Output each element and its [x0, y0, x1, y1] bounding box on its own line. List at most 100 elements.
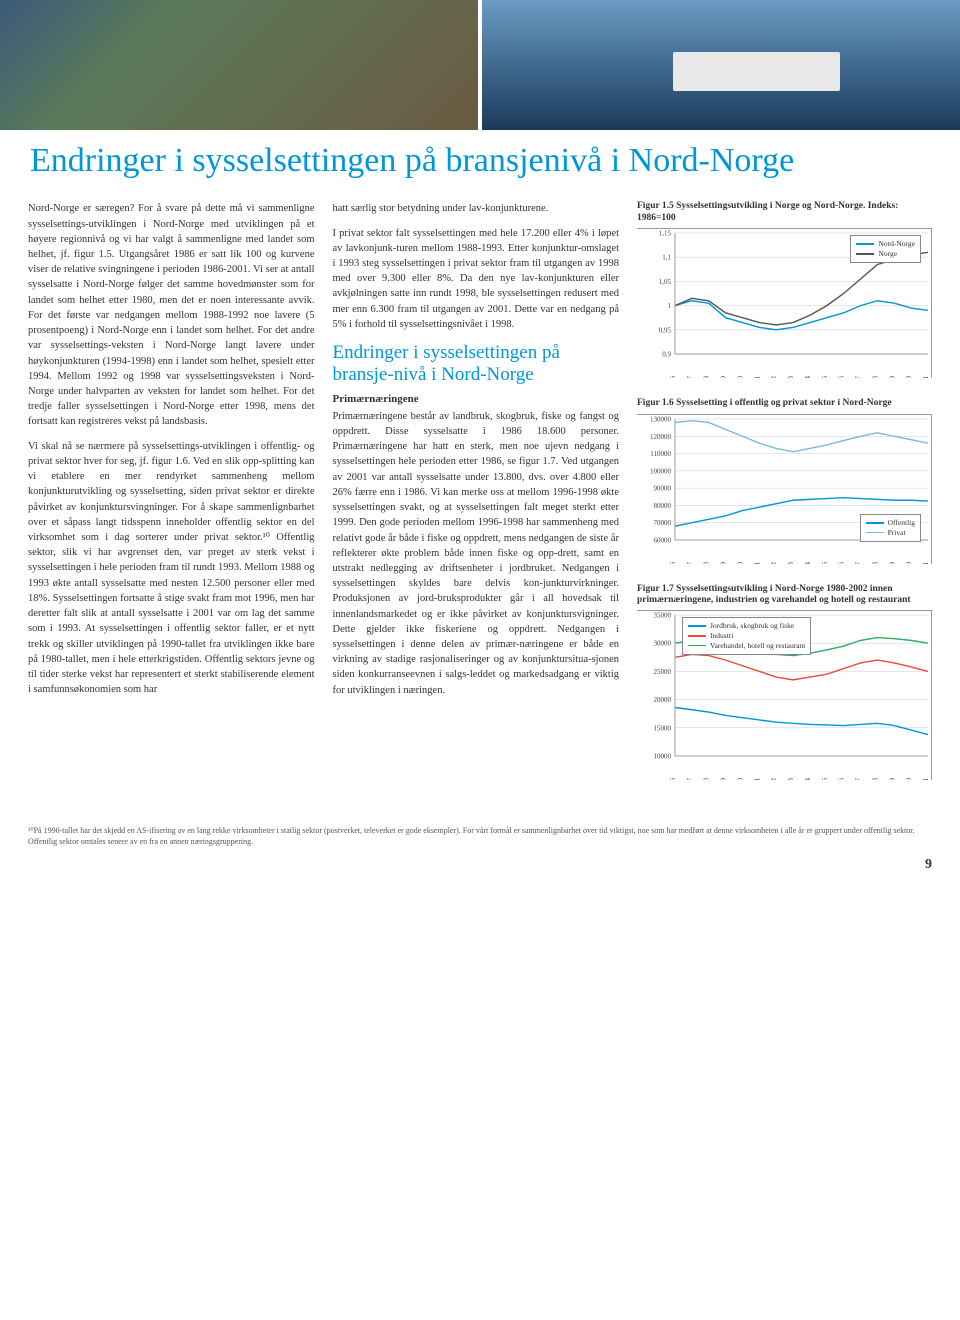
chart-2-block: Figur 1.6 Sysselsetting i offentlig og p… [637, 398, 932, 563]
svg-text:1997: 1997 [855, 561, 863, 564]
svg-text:1986: 1986 [669, 778, 677, 781]
svg-text:1987: 1987 [686, 376, 694, 379]
svg-text:1987: 1987 [686, 778, 694, 781]
svg-text:1993: 1993 [787, 376, 795, 379]
chart-3-block: Figur 1.7 Sysselsettingsutvikling i Nord… [637, 584, 932, 781]
chart-1-title: Figur 1.5 Sysselsettingsutvikling i Norg… [637, 201, 932, 224]
legend-item: Offentlig [866, 518, 915, 528]
svg-text:1994: 1994 [804, 376, 812, 379]
hero-images [0, 0, 960, 130]
svg-text:1,05: 1,05 [659, 278, 672, 286]
chart-3-title: Figur 1.7 Sysselsettingsutvikling i Nord… [637, 584, 932, 607]
col2-para3: Primærnæringene består av landbruk, skog… [333, 409, 620, 698]
svg-text:1993: 1993 [787, 561, 795, 564]
svg-text:80000: 80000 [654, 501, 672, 509]
svg-text:100000: 100000 [650, 467, 672, 475]
hero-image-ship [482, 0, 960, 130]
svg-text:2001: 2001 [922, 561, 930, 564]
legend-item: Norge [856, 249, 915, 259]
svg-text:1993: 1993 [787, 778, 795, 781]
page-title: Endringer i sysselsettingen på bransjeni… [30, 142, 930, 179]
svg-text:1986: 1986 [669, 561, 677, 564]
svg-text:1994: 1994 [804, 561, 812, 564]
svg-text:1987: 1987 [686, 561, 694, 564]
svg-text:1992: 1992 [770, 778, 778, 781]
column-2: hatt særlig stor betydning under lav-kon… [333, 201, 620, 800]
svg-text:1995: 1995 [821, 561, 829, 564]
svg-text:110000: 110000 [650, 450, 671, 458]
svg-text:0,95: 0,95 [659, 326, 672, 334]
footnote: ¹⁰På 1990-tallet har det skjedd en AS-if… [0, 820, 960, 857]
column-3-charts: Figur 1.5 Sysselsettingsutvikling i Norg… [637, 201, 932, 800]
svg-text:1994: 1994 [804, 778, 812, 781]
svg-text:2000: 2000 [905, 778, 913, 781]
svg-text:70000: 70000 [654, 519, 672, 527]
svg-text:1999: 1999 [888, 778, 896, 781]
svg-text:1991: 1991 [753, 376, 761, 379]
legend-item: Jordbruk, skogbruk og fiske [688, 621, 805, 631]
svg-text:1996: 1996 [838, 561, 846, 564]
col2-para2: I privat sektor falt sysselsettingen med… [333, 226, 620, 333]
svg-text:1986: 1986 [669, 376, 677, 379]
svg-text:1988: 1988 [703, 376, 711, 379]
svg-text:1990: 1990 [736, 376, 744, 379]
svg-text:2001: 2001 [922, 778, 930, 781]
chart-1-block: Figur 1.5 Sysselsettingsutvikling i Norg… [637, 201, 932, 378]
svg-text:90000: 90000 [654, 484, 672, 492]
svg-text:1999: 1999 [888, 376, 896, 379]
svg-text:1,15: 1,15 [659, 230, 672, 238]
section-subhead: Endringer i sysselsettingen på bransje-n… [333, 342, 620, 386]
svg-text:1988: 1988 [703, 561, 711, 564]
svg-text:1988: 1988 [703, 778, 711, 781]
svg-text:25000: 25000 [654, 668, 672, 676]
svg-text:60000: 60000 [654, 536, 672, 544]
legend-item: Nord-Norge [856, 239, 915, 249]
svg-text:10000: 10000 [654, 753, 672, 761]
svg-text:20000: 20000 [654, 696, 672, 704]
hero-image-logs [0, 0, 478, 130]
chart-2: 60000 70000 80000 90000 100000 110000 120000 13… [637, 414, 932, 564]
svg-text:1990: 1990 [736, 778, 744, 781]
svg-text:1989: 1989 [720, 561, 728, 564]
legend-item: Varehandel, hotell og restaurant [688, 641, 805, 651]
svg-text:15000: 15000 [654, 725, 672, 733]
svg-text:1998: 1998 [871, 561, 879, 564]
svg-text:1998: 1998 [871, 778, 879, 781]
col1-para2: Vi skal nå se nærmere på sysselsettings-… [28, 439, 315, 698]
svg-text:1996: 1996 [838, 376, 846, 379]
chart-3-legend: Jordbruk, skogbruk og fiskeIndustriVareh… [682, 617, 811, 654]
chart-1-legend: Nord-NorgeNorge [850, 235, 921, 263]
paragraph-head: Primærnæringene [333, 392, 620, 408]
svg-text:1995: 1995 [821, 376, 829, 379]
svg-text:1989: 1989 [720, 376, 728, 379]
chart-2-title: Figur 1.6 Sysselsetting i offentlig og p… [637, 398, 932, 409]
title-block: Endringer i sysselsettingen på bransjeni… [0, 130, 960, 201]
svg-text:1995: 1995 [821, 778, 829, 781]
svg-text:1991: 1991 [753, 778, 761, 781]
svg-text:1: 1 [668, 302, 672, 310]
svg-text:2000: 2000 [905, 561, 913, 564]
svg-text:1997: 1997 [855, 778, 863, 781]
svg-text:2000: 2000 [905, 376, 913, 379]
content-columns: Nord-Norge er særegen? For å svare på de… [0, 201, 960, 820]
svg-text:1990: 1990 [736, 561, 744, 564]
svg-text:1992: 1992 [770, 561, 778, 564]
column-1: Nord-Norge er særegen? For å svare på de… [28, 201, 315, 800]
svg-text:1999: 1999 [888, 561, 896, 564]
svg-text:1998: 1998 [871, 376, 879, 379]
svg-text:1,1: 1,1 [662, 254, 671, 262]
svg-text:1997: 1997 [855, 376, 863, 379]
page-number: 9 [0, 857, 960, 885]
chart-3: 10000 15000 20000 25000 30000 35000 1986 1987 19… [637, 610, 932, 780]
svg-text:35000: 35000 [654, 612, 672, 620]
svg-text:1989: 1989 [720, 778, 728, 781]
col2-para1: hatt særlig stor betydning under lav-kon… [333, 201, 620, 216]
chart-2-legend: OffentligPrivat [860, 514, 921, 542]
svg-text:30000: 30000 [654, 640, 672, 648]
chart-1: 0,9 0,95 1 1,05 1,1 1,15 1986 1987 1988 1989 1990 1… [637, 228, 932, 378]
svg-text:130000: 130000 [650, 415, 672, 423]
legend-item: Privat [866, 528, 915, 538]
svg-text:0,9: 0,9 [662, 351, 671, 359]
svg-text:120000: 120000 [650, 432, 672, 440]
svg-text:1996: 1996 [838, 778, 846, 781]
